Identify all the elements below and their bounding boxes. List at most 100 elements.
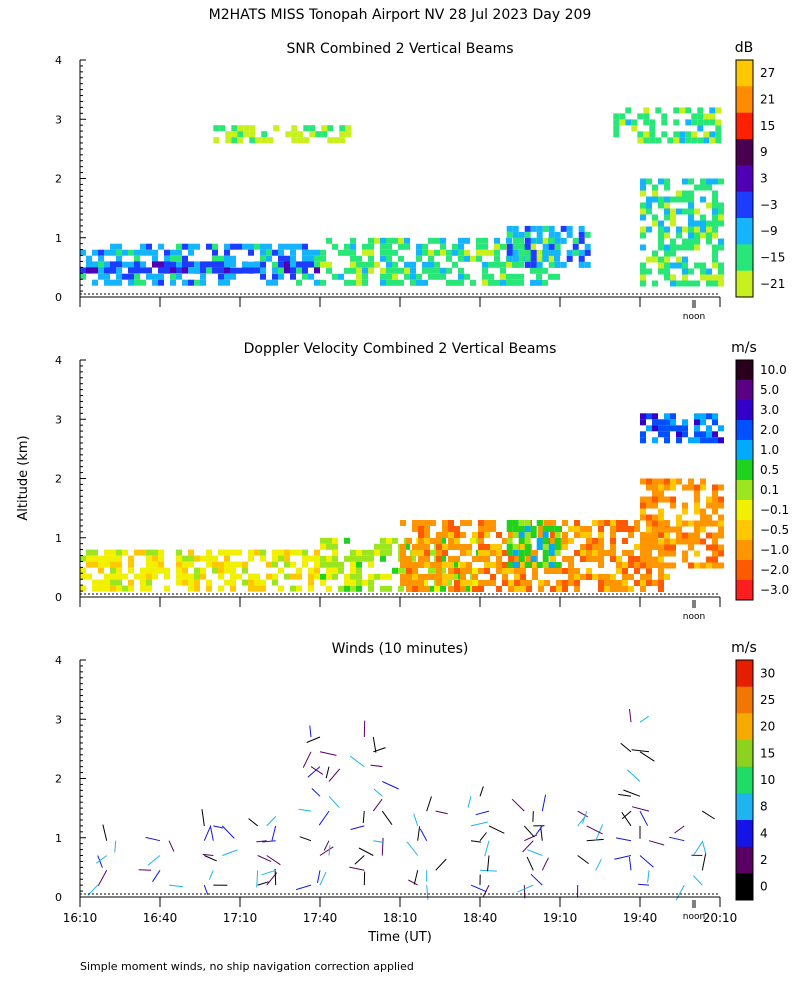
data-cell bbox=[676, 437, 682, 444]
data-cell bbox=[616, 556, 622, 562]
data-cell bbox=[404, 273, 410, 280]
data-cell bbox=[548, 225, 555, 232]
data-cell bbox=[188, 249, 194, 256]
data-cell bbox=[392, 537, 398, 544]
data-cell bbox=[272, 279, 278, 286]
data-cell bbox=[224, 549, 230, 556]
data-cell bbox=[628, 562, 634, 568]
data-cell bbox=[440, 567, 446, 574]
data-cell bbox=[502, 538, 508, 544]
data-cell bbox=[700, 184, 706, 191]
data-cell bbox=[122, 549, 128, 556]
data-cell bbox=[482, 249, 488, 256]
data-cell bbox=[320, 555, 326, 562]
data-cell bbox=[664, 425, 670, 432]
data-cell bbox=[436, 556, 442, 562]
data-cell bbox=[610, 586, 616, 592]
data-cell bbox=[454, 568, 460, 574]
data-cell bbox=[628, 574, 634, 580]
data-cell bbox=[688, 478, 694, 485]
data-cell bbox=[472, 574, 478, 580]
colorbar-swatch bbox=[736, 244, 753, 272]
data-cell bbox=[550, 568, 556, 574]
data-cell bbox=[554, 526, 561, 532]
data-cell bbox=[694, 538, 700, 545]
data-cell bbox=[243, 131, 250, 138]
data-cell bbox=[712, 484, 718, 491]
data-cell bbox=[682, 538, 688, 545]
data-cell bbox=[574, 586, 580, 592]
data-cell bbox=[86, 267, 92, 274]
wind-barb bbox=[306, 736, 321, 743]
data-cell bbox=[578, 249, 585, 256]
data-cell bbox=[640, 178, 646, 185]
data-cell bbox=[586, 550, 592, 556]
data-cell bbox=[302, 243, 308, 250]
data-cell bbox=[550, 556, 556, 562]
wind-barb bbox=[648, 840, 665, 846]
colorbar-label: 10.0 bbox=[760, 363, 787, 377]
colorbar-swatch bbox=[736, 873, 753, 901]
data-cell bbox=[410, 261, 416, 268]
data-cell bbox=[712, 250, 718, 257]
wind-barb bbox=[257, 855, 272, 863]
data-cell bbox=[524, 520, 531, 526]
data-cell bbox=[446, 279, 452, 286]
data-cell bbox=[272, 261, 278, 268]
data-cell bbox=[176, 255, 182, 262]
data-cell bbox=[640, 214, 646, 221]
data-cell bbox=[446, 267, 452, 274]
data-cell bbox=[368, 549, 374, 556]
data-cell bbox=[448, 568, 454, 574]
data-cell bbox=[706, 556, 712, 563]
data-cell bbox=[116, 273, 122, 280]
data-cell bbox=[646, 226, 652, 233]
data-cell bbox=[484, 550, 490, 556]
data-cell bbox=[188, 585, 194, 592]
data-cell bbox=[649, 119, 656, 126]
data-cell bbox=[448, 586, 454, 592]
data-cell bbox=[514, 574, 520, 580]
data-cell bbox=[697, 119, 704, 126]
data-cell bbox=[652, 484, 658, 491]
data-cell bbox=[368, 573, 374, 580]
data-cell bbox=[718, 437, 724, 444]
data-cell bbox=[236, 561, 242, 568]
data-cell bbox=[685, 131, 692, 138]
noon-label: noon bbox=[683, 912, 705, 922]
data-cell bbox=[418, 580, 424, 586]
data-cell bbox=[380, 279, 386, 286]
data-cell bbox=[682, 274, 688, 281]
data-cell bbox=[676, 538, 682, 545]
data-cell bbox=[386, 585, 392, 592]
data-cell bbox=[706, 268, 712, 275]
data-cell bbox=[224, 579, 230, 586]
colorbar-label: −0.1 bbox=[760, 503, 789, 517]
data-cell bbox=[502, 580, 508, 586]
data-cell bbox=[188, 573, 194, 580]
data-cell bbox=[646, 574, 652, 580]
data-cell bbox=[640, 496, 646, 503]
data-cell bbox=[464, 255, 470, 262]
data-cell bbox=[554, 243, 561, 250]
data-cell bbox=[640, 190, 646, 197]
data-cell bbox=[715, 119, 722, 126]
data-cell bbox=[542, 279, 548, 286]
data-cell bbox=[718, 202, 724, 209]
data-cell bbox=[418, 586, 424, 592]
data-cell bbox=[512, 532, 519, 538]
data-cell bbox=[484, 556, 490, 562]
data-cell bbox=[610, 556, 616, 562]
data-cell bbox=[116, 561, 122, 568]
wind-barb bbox=[692, 875, 703, 886]
data-cell bbox=[284, 573, 290, 580]
data-cell bbox=[628, 556, 634, 562]
data-cell bbox=[709, 137, 716, 144]
data-cell bbox=[224, 279, 230, 286]
data-cell bbox=[580, 556, 586, 562]
data-cell bbox=[490, 562, 496, 568]
data-cell bbox=[718, 484, 724, 491]
data-cell bbox=[404, 243, 410, 250]
